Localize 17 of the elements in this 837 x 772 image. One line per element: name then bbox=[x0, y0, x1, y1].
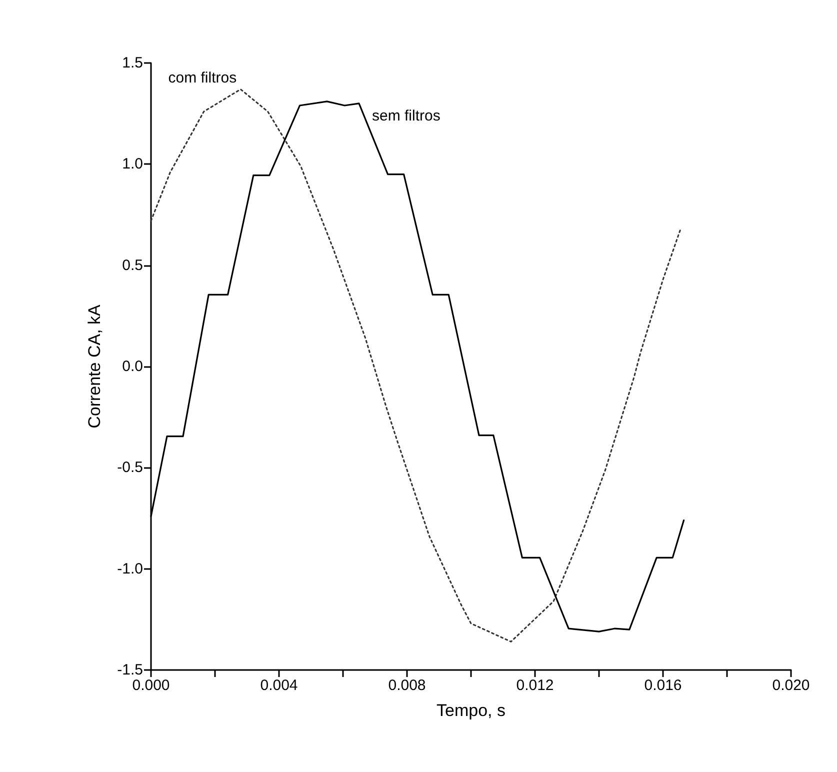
y-tick-label: -1.0 bbox=[117, 560, 143, 578]
y-tick-label: -1.5 bbox=[117, 662, 143, 678]
y-tick-label: 0.5 bbox=[122, 256, 143, 274]
y-tick-label: 1.0 bbox=[122, 156, 143, 173]
x-tick-label: 0.000 bbox=[132, 677, 170, 694]
y-tick-label: 0.0 bbox=[122, 358, 143, 375]
x-axis-title: Tempo, s bbox=[436, 701, 506, 720]
x-tick-label: 0.004 bbox=[260, 677, 298, 694]
x-tick-label: 0.016 bbox=[644, 677, 682, 694]
y-tick-label: -0.5 bbox=[117, 459, 143, 476]
y-tick-label: 1.5 bbox=[122, 54, 143, 72]
x-tick-label: 0.020 bbox=[772, 677, 810, 694]
x-tick-label: 0.008 bbox=[388, 677, 426, 694]
y-axis-title: Corrente CA, kA bbox=[85, 304, 104, 428]
x-tick-label: 0.012 bbox=[516, 677, 554, 694]
series-label: com filtros bbox=[168, 69, 237, 86]
series-label: sem filtros bbox=[372, 107, 440, 124]
